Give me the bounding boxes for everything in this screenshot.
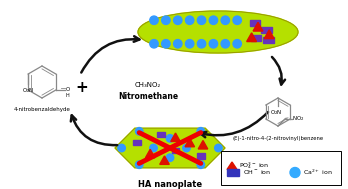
- Circle shape: [162, 16, 170, 24]
- Text: O$_2$N: O$_2$N: [22, 86, 34, 95]
- FancyBboxPatch shape: [221, 151, 341, 185]
- Circle shape: [221, 40, 230, 48]
- Circle shape: [118, 144, 125, 152]
- Circle shape: [209, 40, 218, 48]
- Text: O$_2$N: O$_2$N: [270, 108, 283, 117]
- Bar: [251, 35, 261, 41]
- Ellipse shape: [138, 11, 298, 53]
- Circle shape: [209, 16, 218, 24]
- Circle shape: [166, 154, 174, 161]
- Circle shape: [150, 40, 158, 48]
- Circle shape: [197, 161, 205, 168]
- Text: CH₃NO₂: CH₃NO₂: [135, 82, 161, 88]
- Text: O: O: [66, 87, 70, 92]
- Circle shape: [197, 128, 205, 135]
- Text: HA nanoplate: HA nanoplate: [138, 180, 202, 189]
- Circle shape: [221, 16, 230, 24]
- Circle shape: [290, 167, 300, 177]
- Polygon shape: [145, 149, 155, 158]
- Circle shape: [183, 144, 190, 152]
- Polygon shape: [185, 138, 195, 147]
- Polygon shape: [253, 22, 263, 31]
- Circle shape: [174, 40, 182, 48]
- Bar: [172, 148, 179, 153]
- Circle shape: [150, 144, 157, 152]
- Circle shape: [197, 16, 206, 24]
- Text: 4-nitrobenzaldehyde: 4-nitrobenzaldehyde: [14, 107, 70, 112]
- Text: (E)-1-nitro-4-(2-nitrovinyl)benzene: (E)-1-nitro-4-(2-nitrovinyl)benzene: [232, 136, 324, 141]
- Polygon shape: [160, 156, 169, 164]
- Circle shape: [166, 135, 174, 142]
- Polygon shape: [115, 128, 225, 168]
- Polygon shape: [264, 30, 274, 39]
- Bar: [261, 27, 271, 33]
- Bar: [227, 169, 239, 176]
- Text: HA nanorod: HA nanorod: [182, 0, 238, 2]
- Polygon shape: [171, 133, 180, 142]
- Circle shape: [135, 161, 143, 168]
- Text: Ca$^{2+}$ ion: Ca$^{2+}$ ion: [303, 168, 333, 177]
- Text: PO$_4^{3-}$ ion: PO$_4^{3-}$ ion: [239, 160, 269, 171]
- Circle shape: [185, 40, 194, 48]
- Circle shape: [150, 16, 158, 24]
- Circle shape: [215, 144, 222, 152]
- Bar: [197, 153, 205, 159]
- Circle shape: [233, 40, 242, 48]
- Polygon shape: [247, 33, 256, 42]
- Text: NO$_2$: NO$_2$: [292, 115, 305, 123]
- Polygon shape: [198, 140, 208, 149]
- Bar: [263, 37, 274, 43]
- Bar: [133, 140, 141, 145]
- Text: Nitromethane: Nitromethane: [118, 92, 178, 101]
- Circle shape: [233, 16, 242, 24]
- Circle shape: [197, 40, 206, 48]
- Circle shape: [135, 128, 143, 135]
- Circle shape: [174, 16, 182, 24]
- Text: H: H: [66, 93, 70, 98]
- Polygon shape: [227, 162, 237, 170]
- Circle shape: [162, 40, 170, 48]
- Bar: [157, 132, 165, 137]
- Bar: [250, 20, 260, 26]
- Text: OH$^-$ ion: OH$^-$ ion: [243, 169, 271, 177]
- Text: +: +: [76, 81, 88, 95]
- Circle shape: [185, 16, 194, 24]
